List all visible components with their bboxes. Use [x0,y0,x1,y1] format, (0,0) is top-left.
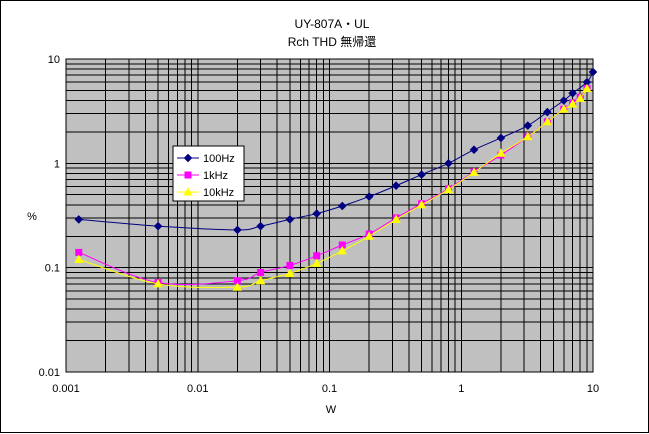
x-tick-label: 1 [458,383,464,395]
y-tick-label: 0.1 [45,263,60,275]
data-point-10khz [285,268,295,277]
x-tick-label: 0.01 [187,383,208,395]
data-point-10khz [559,104,569,113]
data-point-100hz [364,192,374,201]
legend-label-10khz: 10kHz [203,187,234,199]
chart-title: UY-807A・UL [295,17,370,31]
data-point-100hz [496,133,506,143]
data-point-100hz [444,159,453,168]
data-point-1khz [313,252,321,260]
data-point-100hz [285,215,295,224]
data-point-100hz [588,67,598,77]
data-point-100hz [153,221,163,231]
data-point-10khz [523,131,533,141]
data-point-10khz [582,83,592,93]
data-point-10khz [312,258,322,267]
plot-border [65,58,594,373]
data-point-100hz [74,215,84,224]
data-point-100hz [337,201,347,211]
x-tick-label: 0.001 [52,383,80,395]
data-point-100hz [559,96,569,105]
y-tick-label: 1 [54,158,60,170]
data-point-1khz [257,268,265,276]
x-tick-label: 0.1 [322,383,337,395]
y-tick-label: 10 [48,54,60,66]
data-point-100hz [568,88,577,98]
data-point-10khz [443,184,454,194]
data-point-10khz [255,275,266,285]
data-point-1khz [75,248,83,256]
data-point-100hz [417,170,426,179]
chart-subtitle: Rch THD 無帰還 [288,34,376,49]
data-point-10khz [416,200,427,209]
data-point-10khz [542,116,552,126]
data-point-10khz [232,282,243,291]
legend-label-100hz: 100Hz [203,153,235,165]
legend-marker-10khz [183,187,193,196]
data-point-100hz [256,221,265,231]
legend-marker-100hz [183,153,193,163]
data-point-100hz [233,225,242,235]
data-point-10khz [364,231,374,240]
data-point-10khz [575,93,585,102]
legend-label-1khz: 1kHz [203,170,228,182]
data-point-100hz [469,145,479,155]
x-tick-label: 10 [587,383,599,395]
data-point-100hz [391,181,401,191]
x-axis-label: W [326,404,337,416]
data-point-10khz [469,167,479,176]
data-point-10khz [153,278,163,288]
data-point-10khz [74,254,84,263]
y-axis-label: % [27,211,37,223]
data-point-10khz [567,99,578,108]
data-point-10khz [496,148,506,157]
data-point-100hz [523,121,533,130]
data-point-10khz [337,246,347,255]
legend-marker-1khz [184,171,192,179]
data-point-100hz [312,209,322,218]
data-point-10khz [391,214,401,223]
y-tick-label: 0.01 [39,367,60,379]
data-point-1khz [286,261,294,269]
data-point-100hz [543,107,552,117]
